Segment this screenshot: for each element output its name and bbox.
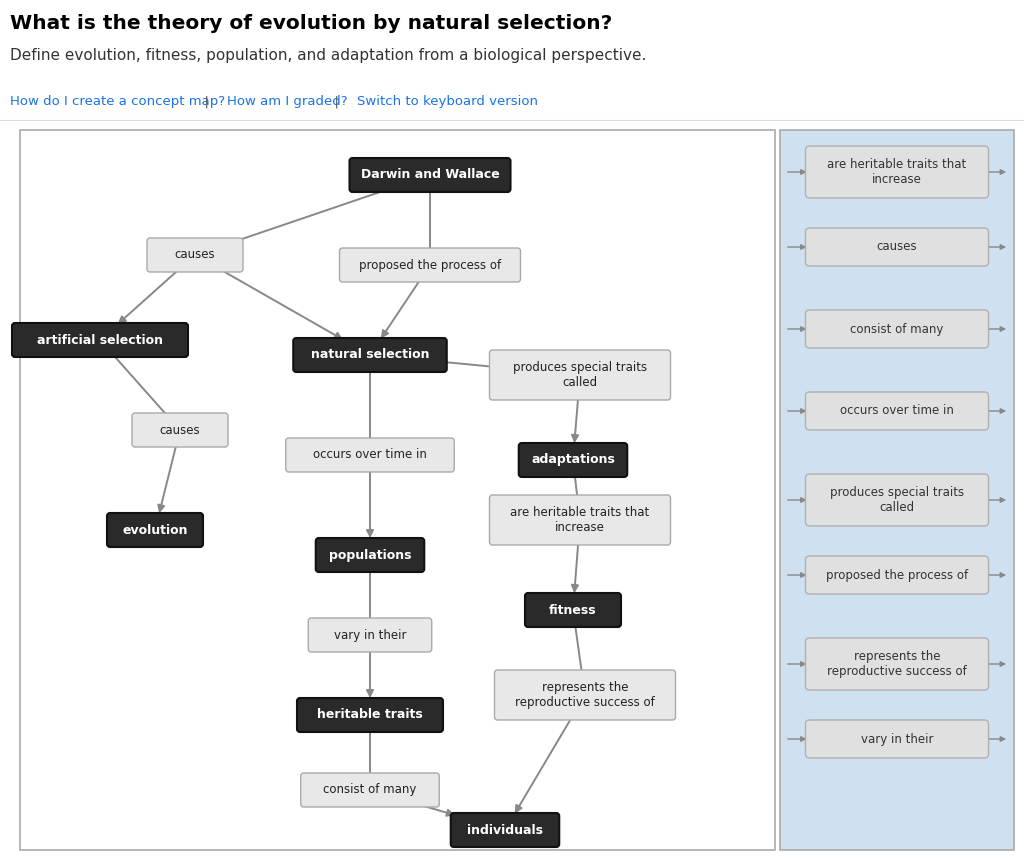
Text: evolution: evolution bbox=[122, 524, 187, 537]
FancyBboxPatch shape bbox=[806, 474, 988, 526]
FancyBboxPatch shape bbox=[340, 248, 520, 282]
Text: proposed the process of: proposed the process of bbox=[359, 259, 501, 272]
Text: Darwin and Wallace: Darwin and Wallace bbox=[360, 169, 500, 181]
FancyBboxPatch shape bbox=[489, 495, 671, 545]
FancyBboxPatch shape bbox=[132, 413, 228, 447]
Text: Define evolution, fitness, population, and adaptation from a biological perspect: Define evolution, fitness, population, a… bbox=[10, 48, 646, 63]
FancyBboxPatch shape bbox=[349, 158, 511, 192]
Text: occurs over time in: occurs over time in bbox=[840, 404, 954, 417]
Text: How do I create a concept map?: How do I create a concept map? bbox=[10, 95, 225, 108]
FancyBboxPatch shape bbox=[806, 720, 988, 758]
FancyBboxPatch shape bbox=[147, 238, 243, 272]
Text: |: | bbox=[327, 95, 347, 108]
Text: consist of many: consist of many bbox=[850, 322, 944, 335]
Text: are heritable traits that
increase: are heritable traits that increase bbox=[510, 506, 649, 534]
Text: populations: populations bbox=[329, 549, 412, 562]
FancyBboxPatch shape bbox=[519, 443, 628, 477]
Text: occurs over time in: occurs over time in bbox=[313, 449, 427, 462]
Text: heritable traits: heritable traits bbox=[317, 709, 423, 722]
Text: causes: causes bbox=[160, 423, 201, 437]
FancyBboxPatch shape bbox=[806, 310, 988, 348]
Bar bbox=[20, 130, 775, 850]
Text: produces special traits
called: produces special traits called bbox=[829, 486, 964, 514]
FancyBboxPatch shape bbox=[495, 670, 676, 720]
Text: are heritable traits that
increase: are heritable traits that increase bbox=[827, 158, 967, 186]
Text: represents the
reproductive success of: represents the reproductive success of bbox=[515, 681, 655, 709]
FancyBboxPatch shape bbox=[451, 813, 559, 847]
FancyBboxPatch shape bbox=[806, 228, 988, 266]
Text: How am I graded?: How am I graded? bbox=[227, 95, 347, 108]
FancyBboxPatch shape bbox=[525, 593, 621, 627]
Text: artificial selection: artificial selection bbox=[37, 334, 163, 347]
FancyBboxPatch shape bbox=[308, 618, 432, 652]
Text: causes: causes bbox=[175, 249, 215, 261]
FancyBboxPatch shape bbox=[297, 698, 443, 732]
FancyBboxPatch shape bbox=[286, 438, 455, 472]
FancyBboxPatch shape bbox=[106, 513, 203, 547]
Text: individuals: individuals bbox=[467, 824, 543, 837]
FancyBboxPatch shape bbox=[806, 638, 988, 690]
Text: |: | bbox=[196, 95, 217, 108]
Text: causes: causes bbox=[877, 241, 918, 254]
FancyBboxPatch shape bbox=[293, 338, 446, 372]
Text: proposed the process of: proposed the process of bbox=[826, 568, 968, 581]
FancyBboxPatch shape bbox=[806, 146, 988, 198]
Text: adaptations: adaptations bbox=[531, 453, 615, 466]
FancyBboxPatch shape bbox=[489, 350, 671, 400]
Text: consist of many: consist of many bbox=[324, 783, 417, 796]
FancyBboxPatch shape bbox=[301, 773, 439, 807]
Text: represents the
reproductive success of: represents the reproductive success of bbox=[827, 650, 967, 678]
FancyBboxPatch shape bbox=[315, 538, 424, 572]
Text: fitness: fitness bbox=[549, 604, 597, 617]
FancyBboxPatch shape bbox=[806, 556, 988, 594]
Text: What is the theory of evolution by natural selection?: What is the theory of evolution by natur… bbox=[10, 14, 612, 33]
Text: natural selection: natural selection bbox=[310, 348, 429, 361]
Text: vary in their: vary in their bbox=[334, 629, 407, 642]
Text: Switch to keyboard version: Switch to keyboard version bbox=[357, 95, 539, 108]
Text: vary in their: vary in their bbox=[861, 733, 933, 746]
FancyBboxPatch shape bbox=[806, 392, 988, 430]
Bar bbox=[780, 130, 1014, 850]
Text: produces special traits
called: produces special traits called bbox=[513, 361, 647, 389]
FancyBboxPatch shape bbox=[12, 323, 188, 357]
